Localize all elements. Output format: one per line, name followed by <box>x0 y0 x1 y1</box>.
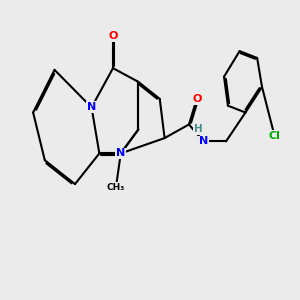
Text: CH₃: CH₃ <box>107 183 125 192</box>
Text: N: N <box>199 136 208 146</box>
Text: N: N <box>116 148 125 158</box>
Text: N: N <box>87 102 96 112</box>
Text: Cl: Cl <box>269 131 280 141</box>
Text: H: H <box>194 124 203 134</box>
Text: O: O <box>192 94 201 104</box>
Text: O: O <box>108 31 118 41</box>
